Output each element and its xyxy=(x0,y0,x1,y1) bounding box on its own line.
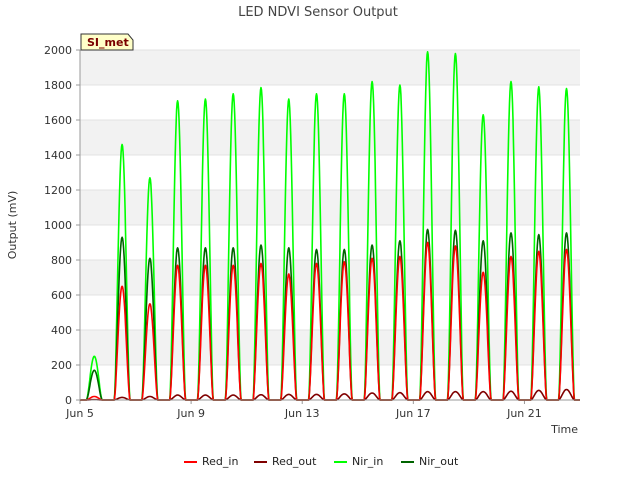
grid-band xyxy=(80,295,580,330)
series-line-red-in xyxy=(80,241,580,401)
series-line-nir-out xyxy=(80,228,580,401)
grid-band xyxy=(80,155,580,190)
grid-band xyxy=(80,190,580,225)
grid-band xyxy=(80,365,580,400)
badge: SI_met xyxy=(80,33,134,51)
y-axis-ticks: 0 200 400 600 800 1000 1200 1400 1600 1800 2000 xyxy=(44,44,80,407)
x-axis-ticks: Jun 5 Jun 9 Jun 13 Jun 17 Jun 21 xyxy=(65,400,542,420)
grid-band xyxy=(80,120,580,155)
x-tick-label: Jun 13 xyxy=(284,407,320,420)
y-axis-label: Output (mV) xyxy=(6,191,19,260)
badge-box xyxy=(80,33,134,51)
y-tick-label: 1800 xyxy=(44,79,72,92)
legend-label-red-out: Red_out xyxy=(272,455,317,468)
y-tick-label: 800 xyxy=(51,254,72,267)
legend-label-red-in: Red_in xyxy=(202,455,238,468)
y-tick-label: 2000 xyxy=(44,44,72,57)
badge-label: SI_met xyxy=(87,36,129,49)
grid-band xyxy=(80,260,580,295)
series-line-nir-in xyxy=(80,51,580,401)
y-tick-label: 400 xyxy=(51,324,72,337)
plot-background xyxy=(80,49,580,401)
legend-label-nir-out: Nir_out xyxy=(419,455,459,468)
x-tick-label: Jun 5 xyxy=(65,407,94,420)
y-tick-label: 1600 xyxy=(44,114,72,127)
x-axis-label: Time xyxy=(550,423,578,436)
grid-band xyxy=(80,225,580,260)
y-tick-label: 1400 xyxy=(44,149,72,162)
x-tick-label: Jun 21 xyxy=(506,407,542,420)
legend-label-nir-in: Nir_in xyxy=(352,455,383,468)
series-lines xyxy=(80,51,580,401)
y-tick-label: 0 xyxy=(65,394,72,407)
y-tick-label: 1000 xyxy=(44,219,72,232)
grid-band xyxy=(80,330,580,365)
y-tick-label: 1200 xyxy=(44,184,72,197)
legend: Red_in Red_out Nir_in Nir_out xyxy=(184,455,459,468)
x-tick-label: Jun 9 xyxy=(176,407,205,420)
grid-band xyxy=(80,85,580,120)
grid-band xyxy=(80,50,580,85)
y-tick-label: 200 xyxy=(51,359,72,372)
y-tick-label: 600 xyxy=(51,289,72,302)
x-tick-label: Jun 17 xyxy=(395,407,431,420)
chart-title: LED NDVI Sensor Output xyxy=(238,5,398,20)
